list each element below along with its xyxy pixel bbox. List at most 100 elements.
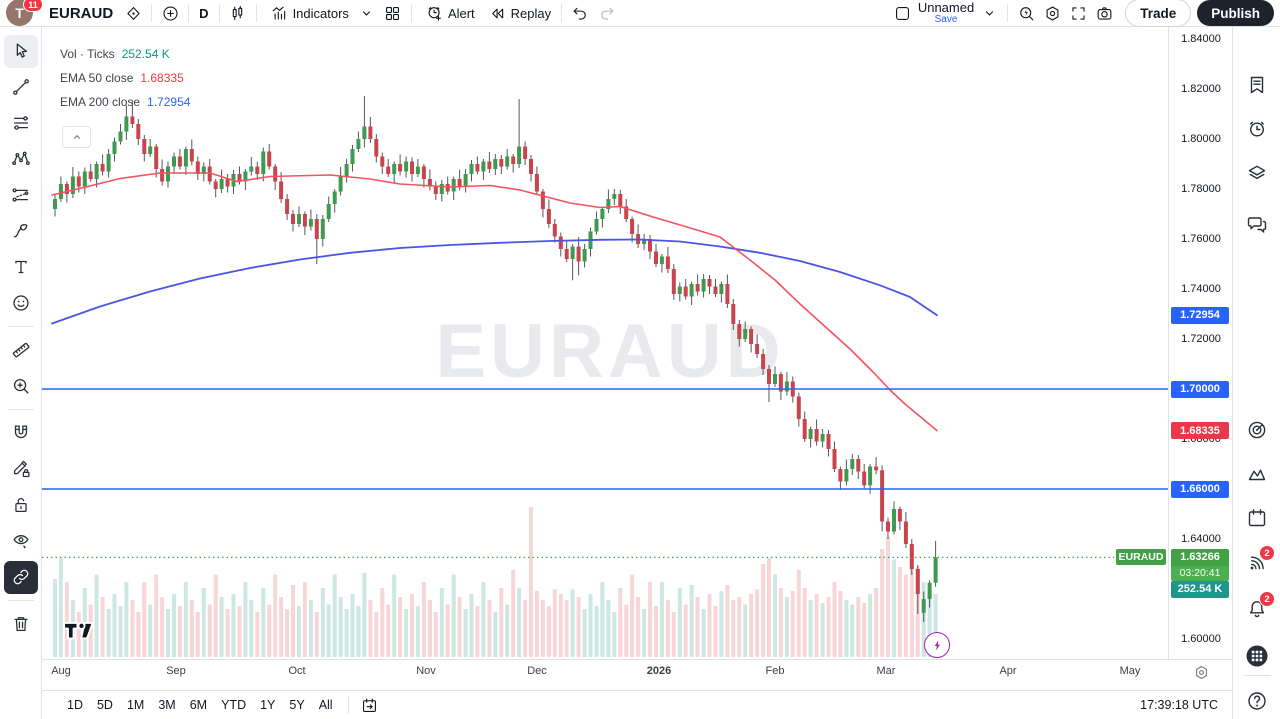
alert-button[interactable]: Alert: [417, 1, 480, 25]
sidebar-badge: 2: [1259, 591, 1275, 607]
instant-trading-lightning-button[interactable]: [924, 632, 950, 658]
symbol-name: EURAUD: [49, 4, 114, 22]
text-tool[interactable]: [4, 251, 38, 284]
sidebar-item-alerts[interactable]: [1244, 116, 1270, 142]
fullscreen-icon[interactable]: [1065, 1, 1091, 25]
range-button-1d[interactable]: 1D: [67, 698, 83, 712]
remove-drawings-tool[interactable]: [4, 608, 38, 641]
toolbar-divider: [1007, 4, 1009, 22]
xabcd-icon: [11, 151, 30, 166]
range-button-1m[interactable]: 1M: [126, 698, 145, 712]
brush-tool[interactable]: [4, 215, 38, 248]
sidebar-item-calendar[interactable]: [1244, 505, 1270, 531]
trade-button[interactable]: Trade: [1125, 0, 1192, 27]
toolbar-divider: [188, 4, 190, 22]
toolbar-divider: [561, 4, 563, 22]
clock-utc[interactable]: 17:39:18 UTC: [1140, 698, 1218, 712]
range-button-ytd[interactable]: YTD: [221, 698, 247, 712]
sidebar-item-notifications[interactable]: 2: [1244, 591, 1275, 622]
ema50-label[interactable]: EMA 50 close: [60, 71, 134, 85]
range-button-6m[interactable]: 6M: [189, 698, 208, 712]
link-icon: [13, 569, 28, 585]
legend-row-volume[interactable]: Vol · Ticks 252.54 K: [60, 42, 190, 66]
legend-row-ema50[interactable]: EMA 50 close 1.68335: [60, 66, 190, 90]
price-tick: 1.84000: [1181, 33, 1221, 45]
indicators-templates-chevron-icon[interactable]: [354, 1, 380, 25]
symbol-flag-icon[interactable]: [120, 1, 146, 25]
user-menu-button[interactable]: T 11: [6, 0, 43, 26]
time-axis[interactable]: Aug Sep Oct Nov Dec 2026 Feb Mar Apr May: [42, 659, 1232, 691]
drawing-mode-tool[interactable]: [4, 453, 38, 486]
hide-drawings-tool[interactable]: [4, 525, 38, 558]
lock-drawings-tool[interactable]: [4, 489, 38, 522]
range-button-1y[interactable]: 1Y: [260, 698, 276, 712]
snapshot-camera-icon[interactable]: [1091, 1, 1117, 25]
range-button-all[interactable]: All: [318, 698, 333, 712]
magnet-tool[interactable]: [4, 417, 38, 450]
price-axis[interactable]: 1.84000 1.82000 1.80000 1.78000 1.76000 1.740…: [1168, 27, 1233, 659]
projection-tool[interactable]: [4, 179, 38, 212]
chart-settings-gear-icon[interactable]: [1039, 1, 1065, 25]
ema50-value: 1.68335: [140, 71, 184, 85]
indicators-button[interactable]: Indicators: [262, 1, 354, 25]
toolbar-divider: [7, 326, 34, 327]
cursor-tool[interactable]: [3, 34, 38, 68]
range-button-3m[interactable]: 3M: [158, 698, 176, 712]
ema200-line[interactable]: [51, 238, 938, 325]
go-to-date-icon[interactable]: [357, 693, 383, 717]
sidebar-item-help[interactable]: [1244, 688, 1270, 714]
time-tick: Sep: [166, 665, 186, 677]
layout-select-icon[interactable]: [890, 1, 916, 25]
price-tick: 1.78000: [1181, 183, 1221, 195]
symbol-search-button[interactable]: EURAUD: [40, 1, 120, 25]
axis-settings-gear-icon[interactable]: [1192, 663, 1211, 682]
tradingview-logo[interactable]: [62, 619, 96, 643]
zoom-in-tool[interactable]: [4, 370, 38, 403]
replay-icon: [485, 1, 511, 25]
layout-chevron-icon[interactable]: [976, 1, 1002, 25]
xabcd-pattern-tool[interactable]: [4, 143, 38, 176]
redo-icon[interactable]: [593, 1, 619, 25]
time-tick: Mar: [876, 665, 896, 677]
chart-pane[interactable]: EURAUD Vol · Ticks 252.54 K EMA 50 close…: [42, 27, 1168, 659]
interval-button[interactable]: D: [194, 1, 213, 25]
trend-line-tool[interactable]: [4, 71, 38, 104]
layout-name[interactable]: Unnamed: [917, 0, 975, 15]
layout-grid-icon[interactable]: [380, 1, 406, 25]
sidebar-item-chats[interactable]: [1244, 211, 1270, 237]
lock-icon: [14, 498, 27, 513]
compare-add-icon[interactable]: [157, 1, 183, 25]
publish-button[interactable]: Publish: [1197, 0, 1274, 26]
measure-tool[interactable]: [4, 334, 38, 367]
sidebar-item-watchlist[interactable]: [1244, 72, 1270, 98]
sidebar-item-object-tree-layers[interactable]: [1244, 160, 1270, 186]
sync-drawings-tool[interactable]: [3, 560, 38, 594]
fib-retracement-tool[interactable]: [4, 107, 38, 140]
time-tick: Oct: [288, 665, 306, 677]
range-button-5y[interactable]: 5Y: [289, 698, 305, 712]
ema50-line[interactable]: [51, 172, 938, 432]
sidebar-item-live-streams[interactable]: 2: [1244, 545, 1275, 576]
save-layout-link[interactable]: Save: [934, 14, 958, 25]
sidebar-item-ideas[interactable]: [1244, 461, 1270, 487]
time-tick: Aug: [51, 665, 71, 677]
ema200-value: 1.72954: [147, 95, 191, 109]
emoji-tool[interactable]: [4, 287, 38, 320]
volume-value: 252.54 K: [121, 47, 170, 61]
volume-study-label[interactable]: Vol · Ticks: [60, 47, 115, 61]
chart-style-icon[interactable]: [225, 1, 251, 25]
sidebar-item-screener-radar[interactable]: [1244, 417, 1270, 443]
legend-row-ema200[interactable]: EMA 200 close 1.72954: [60, 90, 190, 114]
layout-name-block[interactable]: Unnamed Save: [918, 1, 974, 25]
ema200-label[interactable]: EMA 200 close: [60, 95, 141, 109]
footer-divider: [347, 696, 349, 714]
range-button-5d[interactable]: 5D: [96, 698, 113, 712]
quick-search-icon[interactable]: [1013, 1, 1039, 25]
legend-collapse-button[interactable]: [62, 126, 91, 148]
price-chart-canvas[interactable]: EURAUD: [42, 27, 1168, 659]
undo-icon[interactable]: [567, 1, 593, 25]
replay-button[interactable]: Replay: [480, 1, 556, 25]
sidebar-item-apps-grid[interactable]: [1244, 643, 1270, 669]
price-badge-horizontal-line: 1.70000: [1171, 380, 1229, 398]
cursor-icon: [16, 43, 27, 58]
